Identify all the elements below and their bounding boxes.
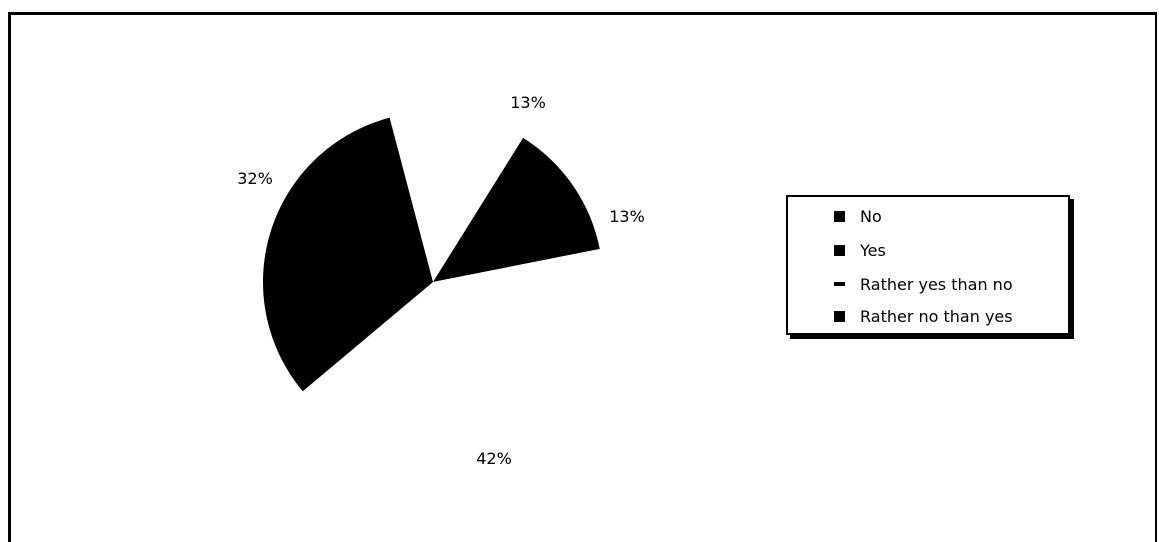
legend-swatch-rather-no-than-yes: [834, 310, 845, 322]
pie-slice-no: [391, 102, 525, 273]
legend-item-no: No: [834, 205, 882, 227]
legend-label-no: No: [860, 206, 882, 226]
pie-slices: [262, 102, 604, 453]
slice-label-no: 13%: [510, 93, 546, 112]
slice-label-rather-yes-than-no: 42%: [476, 449, 512, 468]
slice-label-rather-no-than-yes: 32%: [237, 169, 273, 188]
pie-slice-yes: [433, 137, 600, 282]
legend-item-yes: Yes: [834, 239, 886, 261]
legend-item-rather-yes-than-no: Rather yes than no: [834, 273, 1013, 295]
legend-label-rather-yes-than-no: Rather yes than no: [860, 274, 1013, 294]
legend-item-rather-no-than-yes: Rather no than yes: [834, 305, 1013, 327]
legend-label-yes: Yes: [860, 240, 886, 260]
slice-label-yes: 13%: [609, 207, 645, 226]
legend-label-rather-no-than-yes: Rather no than yes: [860, 306, 1013, 326]
pie-slice-rather-yes-than-no: [302, 248, 604, 453]
legend: No Yes Rather yes than no Rather no than…: [786, 195, 1070, 335]
pie-slice-rather-no-than-yes: [262, 117, 433, 392]
legend-swatch-yes: [834, 244, 845, 256]
legend-swatch-no: [834, 210, 845, 222]
pie-labels: 13% 13% 42% 32%: [237, 93, 645, 468]
legend-swatch-rather-yes-than-no: [834, 282, 845, 286]
